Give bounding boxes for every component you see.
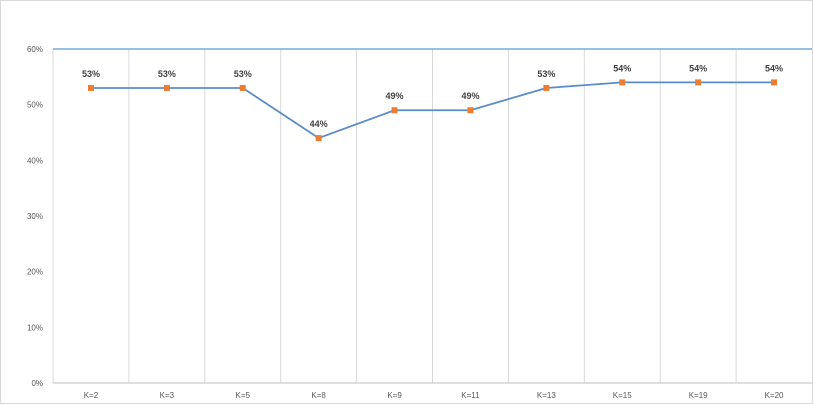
- x-tick-label: K=9: [387, 391, 402, 400]
- y-tick-label: 20%: [27, 268, 43, 277]
- data-label: 53%: [158, 69, 176, 79]
- data-point-marker: [391, 107, 398, 114]
- x-tick-label: K=2: [84, 391, 99, 400]
- x-tick-label: K=20: [765, 391, 784, 400]
- y-tick-label: 0%: [31, 379, 43, 388]
- y-tick-label: 60%: [27, 45, 43, 54]
- series-line: [90, 81, 775, 139]
- x-tick-label: K=13: [537, 391, 556, 400]
- data-label: 54%: [765, 63, 783, 73]
- y-tick-label: 10%: [27, 323, 43, 332]
- grid-layer: [52, 48, 812, 383]
- data-point-marker: [467, 107, 474, 114]
- data-point-marker: [163, 84, 170, 91]
- data-point-marker: [239, 84, 246, 91]
- data-label: 54%: [689, 63, 707, 73]
- data-label: 49%: [386, 91, 404, 101]
- data-label: 49%: [461, 91, 479, 101]
- label-layer: 53% 53% 53% 44% 49% 49% 53% 54% 54% 54%: [82, 63, 783, 129]
- y-tick-label: 40%: [27, 156, 43, 165]
- axis-layer: 0% 10% 20% 30% 40% 50% 60% K=2 K=3 K=5 K=8 K=9 K=11 K…: [27, 45, 812, 400]
- data-point-marker: [315, 135, 322, 142]
- data-point-marker: [543, 84, 550, 91]
- y-tick-label: 30%: [27, 212, 43, 221]
- data-point-marker: [771, 79, 778, 86]
- x-tick-label: K=8: [311, 391, 326, 400]
- data-label: 53%: [82, 69, 100, 79]
- data-point-marker: [695, 79, 702, 86]
- y-tick-label: 50%: [27, 101, 43, 110]
- data-label: 44%: [310, 119, 328, 129]
- data-point-marker: [619, 79, 626, 86]
- x-tick-label: K=15: [613, 391, 632, 400]
- x-tick-label: K=11: [461, 391, 480, 400]
- x-tick-label: K=19: [689, 391, 708, 400]
- data-label: 53%: [234, 69, 252, 79]
- x-tick-label: K=3: [160, 391, 175, 400]
- x-tick-label: K=5: [236, 391, 251, 400]
- data-label: 54%: [613, 63, 631, 73]
- data-point-marker: [87, 84, 94, 91]
- data-label: 53%: [537, 69, 555, 79]
- series-layer: [87, 79, 778, 142]
